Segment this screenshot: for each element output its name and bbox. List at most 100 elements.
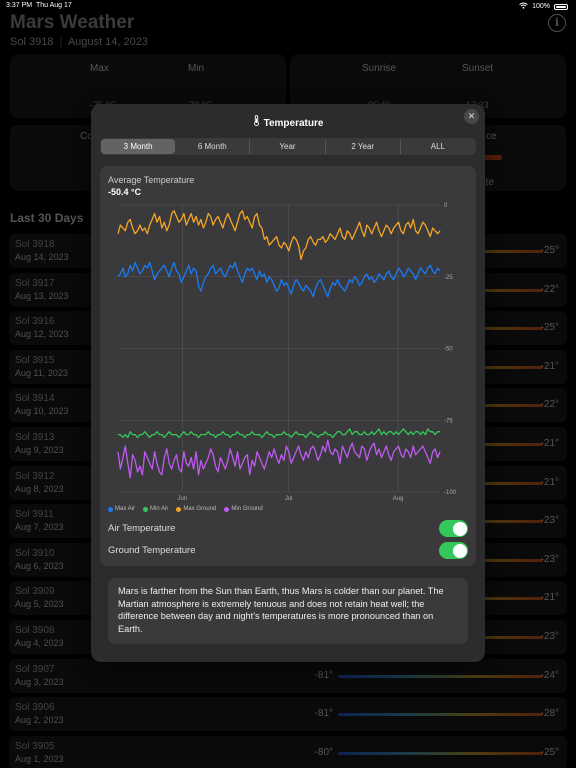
row-sol: Sol 3917 bbox=[15, 277, 55, 289]
row-max: -23° bbox=[540, 515, 559, 527]
row-temperature-bar bbox=[338, 674, 543, 678]
row-max: -28° bbox=[540, 708, 559, 720]
y-tick-label: -75 bbox=[444, 418, 453, 424]
row-sol: Sol 3906 bbox=[15, 702, 55, 714]
app-subtitle: Sol 3918 | August 14, 2023 bbox=[10, 36, 148, 48]
row-sol: Sol 3908 bbox=[15, 625, 55, 636]
tab-6-month[interactable]: 6 Month bbox=[175, 139, 251, 154]
row-max: -21° bbox=[540, 592, 559, 604]
row-date: Aug 12, 2023 bbox=[15, 329, 69, 340]
row-date: Aug 1, 2023 bbox=[15, 753, 64, 764]
row-date: Aug 6, 2023 bbox=[15, 560, 64, 571]
row-sol: Sol 3909 bbox=[15, 586, 55, 598]
y-tick-label: -50 bbox=[444, 347, 453, 353]
tab-3-month[interactable]: 3 Month bbox=[101, 139, 176, 154]
temperature-chart: 0 -25 -50 -75 -100 Jun Jul Aug bbox=[117, 203, 457, 502]
x-tick-label: Jun bbox=[178, 496, 188, 502]
row-max: -23° bbox=[540, 631, 559, 642]
row-max: -22° bbox=[540, 283, 559, 295]
row-date: Aug 9, 2023 bbox=[15, 445, 64, 455]
legend-item: Max Ground bbox=[176, 506, 216, 512]
tab-all[interactable]: ALL bbox=[430, 142, 446, 151]
row-sol: Sol 3915 bbox=[15, 354, 55, 366]
tab-2-year[interactable]: 2 Year bbox=[326, 139, 401, 154]
chart-title: Average Temperature bbox=[108, 175, 195, 185]
x-tick-label: Jul bbox=[285, 496, 293, 502]
row-date: Aug 11, 2023 bbox=[15, 367, 68, 378]
wifi-icon bbox=[519, 2, 528, 11]
ground-temperature-toggle-row: Ground Temperature bbox=[108, 542, 468, 560]
row-max: -21° bbox=[540, 360, 559, 372]
row-max: -25° bbox=[540, 245, 559, 256]
row-date: Aug 7, 2023 bbox=[15, 522, 64, 533]
ground-temperature-label: Ground Temperature bbox=[108, 545, 196, 556]
air-temperature-toggle-row: Air Temperature bbox=[108, 520, 468, 538]
row-max: -24° bbox=[540, 669, 559, 681]
tab-year[interactable]: Year bbox=[250, 139, 326, 154]
chart-legend: Max Air Min Air Max Ground Min Ground bbox=[108, 506, 263, 512]
list-item[interactable]: Sol 3907 Aug 3, 2023 -81° -24° bbox=[9, 658, 567, 693]
row-sol: Sol 3912 bbox=[15, 470, 55, 482]
status-bar: 3:37 PM Thu Aug 17 100% bbox=[0, 0, 576, 12]
row-date: Aug 13, 2023 bbox=[15, 290, 69, 301]
info-icon[interactable]: i bbox=[548, 14, 566, 32]
row-date: Aug 4, 2023 bbox=[15, 638, 64, 648]
air-temperature-label: Air Temperature bbox=[108, 523, 176, 534]
series-line-min-air bbox=[118, 428, 440, 439]
row-sol: Sol 3913 bbox=[15, 432, 55, 443]
row-sol: Sol 3910 bbox=[15, 547, 55, 559]
row-sol: Sol 3918 bbox=[15, 239, 55, 250]
modal-title: Temperature bbox=[91, 115, 485, 129]
row-date: Aug 10, 2023 bbox=[15, 406, 69, 417]
series-line-min-ground bbox=[117, 439, 441, 479]
row-max: -23° bbox=[540, 553, 559, 565]
close-button[interactable]: ✕ bbox=[464, 109, 479, 124]
air-temperature-switch[interactable] bbox=[439, 520, 468, 537]
legend-dot bbox=[143, 506, 149, 512]
x-tick-label: Aug bbox=[393, 496, 404, 502]
temperature-description: Mars is farther from the Sun than Earth,… bbox=[108, 578, 468, 644]
temperature-modal: Temperature ✕ 3 Month 6 Month Year 2 Yea… bbox=[91, 104, 485, 662]
legend-dot bbox=[108, 506, 113, 512]
row-sol: Sol 3905 bbox=[15, 740, 55, 752]
row-max: -25° bbox=[540, 322, 559, 334]
close-icon: ✕ bbox=[467, 111, 476, 121]
app-title: Mars Weather bbox=[10, 12, 135, 33]
ground-temperature-switch[interactable] bbox=[439, 542, 468, 559]
section-title: Last 30 Days bbox=[10, 211, 84, 225]
series-line-max-air bbox=[117, 261, 441, 298]
row-sol: Sol 3907 bbox=[15, 663, 55, 675]
thermometer-icon bbox=[253, 115, 260, 129]
legend-item: Min Air bbox=[143, 506, 168, 512]
y-tick-label: 0 bbox=[444, 203, 448, 209]
list-item[interactable]: Sol 3905 Aug 1, 2023 -80° -25° bbox=[9, 735, 567, 768]
legend-item: Min Ground bbox=[224, 506, 263, 512]
row-max: -22° bbox=[540, 399, 559, 411]
row-date: Aug 8, 2023 bbox=[15, 483, 64, 494]
row-min: -81° bbox=[314, 669, 333, 681]
status-time: 3:37 PM Thu Aug 17 bbox=[6, 2, 72, 9]
chart-average-value: -50.4 °C bbox=[108, 187, 142, 197]
range-segmented-control: 3 Month 6 Month Year 2 Year ALL bbox=[100, 138, 476, 155]
row-date: Aug 14, 2023 bbox=[15, 252, 69, 262]
battery-icon bbox=[554, 3, 568, 10]
legend-item: Max Air bbox=[108, 506, 135, 512]
row-temperature-bar bbox=[338, 713, 543, 717]
row-max: -21° bbox=[540, 476, 559, 488]
legend-dot bbox=[224, 506, 230, 512]
row-max: -21° bbox=[540, 438, 559, 449]
row-temperature-bar bbox=[338, 751, 543, 755]
chart-card: Average Temperature -50.4 °C 0 -25 -50 -75 -… bbox=[100, 166, 476, 566]
y-tick-label: -25 bbox=[444, 275, 453, 281]
row-sol: Sol 3916 bbox=[15, 316, 55, 328]
y-tick-label: -100 bbox=[444, 490, 457, 496]
row-min: -81° bbox=[314, 708, 333, 720]
series-line-max-ground bbox=[117, 210, 441, 261]
row-max: -25° bbox=[540, 746, 559, 758]
row-min: -80° bbox=[314, 746, 333, 758]
row-date: Aug 3, 2023 bbox=[15, 676, 64, 687]
row-date: Aug 5, 2023 bbox=[15, 599, 64, 610]
row-sol: Sol 3914 bbox=[15, 393, 55, 405]
row-date: Aug 2, 2023 bbox=[15, 715, 64, 726]
list-item[interactable]: Sol 3906 Aug 2, 2023 -81° -28° bbox=[9, 697, 567, 732]
